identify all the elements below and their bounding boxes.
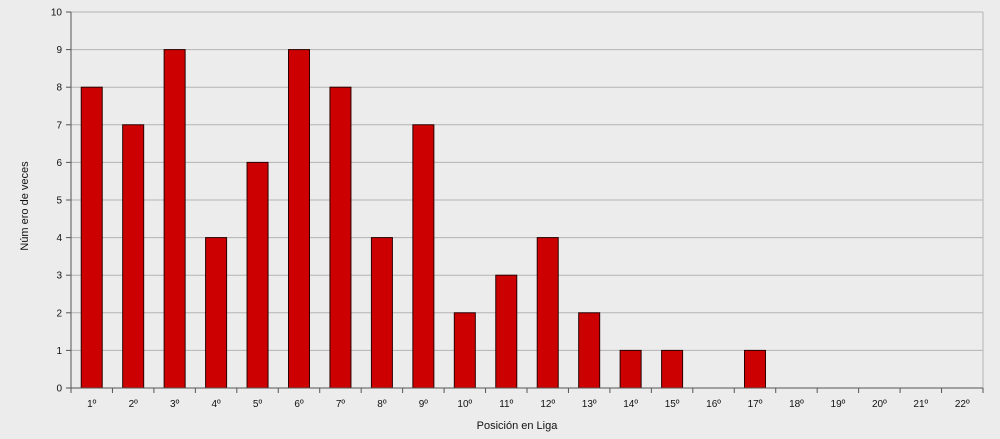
y-tick-label-9: 9 bbox=[56, 45, 62, 56]
x-tick-label-9º: 9º bbox=[419, 399, 429, 410]
x-tick-label-11º: 11º bbox=[499, 399, 513, 410]
x-tick-label-14º: 14º bbox=[623, 399, 638, 410]
x-tick-label-6º: 6º bbox=[294, 399, 304, 410]
x-tick-label-13º: 13º bbox=[582, 399, 597, 410]
x-tick-label-3º: 3º bbox=[170, 399, 180, 410]
y-tick-label-1: 1 bbox=[56, 346, 62, 357]
x-tick-label-2º: 2º bbox=[129, 399, 139, 410]
axes bbox=[66, 11, 984, 393]
y-tick-label-5: 5 bbox=[56, 196, 62, 207]
y-tick-label-8: 8 bbox=[56, 83, 62, 94]
bar-3º bbox=[163, 49, 186, 389]
bar-15º bbox=[661, 349, 684, 389]
x-tick-label-15º: 15º bbox=[665, 399, 680, 410]
y-tick-label-4: 4 bbox=[56, 233, 62, 244]
x-tick-label-4º: 4º bbox=[211, 399, 221, 410]
x-tick-label-16º: 16º bbox=[706, 399, 721, 410]
y-tick-label-3: 3 bbox=[56, 271, 62, 282]
bar-17º bbox=[744, 349, 766, 389]
x-axis-label: Posición en Liga bbox=[477, 420, 559, 432]
y-tick-label-0: 0 bbox=[56, 384, 62, 395]
bar-5º bbox=[246, 161, 269, 389]
x-tick-label-7º: 7º bbox=[336, 399, 346, 410]
bar-6º bbox=[288, 49, 310, 389]
y-tick-label-7: 7 bbox=[56, 120, 62, 131]
bars bbox=[80, 49, 766, 389]
y-tick-label-10: 10 bbox=[51, 8, 63, 19]
y-tick-label-6: 6 bbox=[56, 158, 62, 169]
bar-8º bbox=[370, 237, 393, 389]
bar-10º bbox=[453, 312, 476, 389]
bar-14º bbox=[619, 349, 642, 389]
x-tick-label-5º: 5º bbox=[253, 399, 263, 410]
x-tick-label-8º: 8º bbox=[377, 399, 387, 410]
bar-1º bbox=[80, 86, 103, 389]
x-tick-label-19º: 19º bbox=[831, 399, 846, 410]
bar-9º bbox=[412, 124, 435, 389]
x-tick-label-18º: 18º bbox=[789, 399, 804, 410]
x-tick-label-12º: 12º bbox=[540, 399, 555, 410]
bar-13º bbox=[578, 312, 601, 389]
bar-11º bbox=[495, 274, 518, 389]
bar-12º bbox=[536, 237, 559, 389]
x-tick-label-22º: 22º bbox=[955, 399, 970, 410]
bar-4º bbox=[205, 237, 228, 389]
y-tick-label-2: 2 bbox=[56, 308, 62, 319]
tick-labels: 0 1 2 3 4 5 6 7 8 9 10 1º 2º 3º 4º 5º 6º 7º 8º 9º 10º 11º 12º 1… bbox=[51, 8, 970, 411]
bar-2º bbox=[122, 124, 145, 389]
y-axis-label: Núm ero de veces bbox=[19, 161, 31, 251]
x-tick-label-17º: 17º bbox=[748, 399, 763, 410]
x-tick-label-10º: 10º bbox=[457, 399, 472, 410]
bar-7º bbox=[329, 86, 352, 389]
x-tick-label-1º: 1º bbox=[87, 399, 97, 410]
x-tick-label-21º: 21º bbox=[913, 399, 928, 410]
x-tick-label-20º: 20º bbox=[872, 399, 887, 410]
